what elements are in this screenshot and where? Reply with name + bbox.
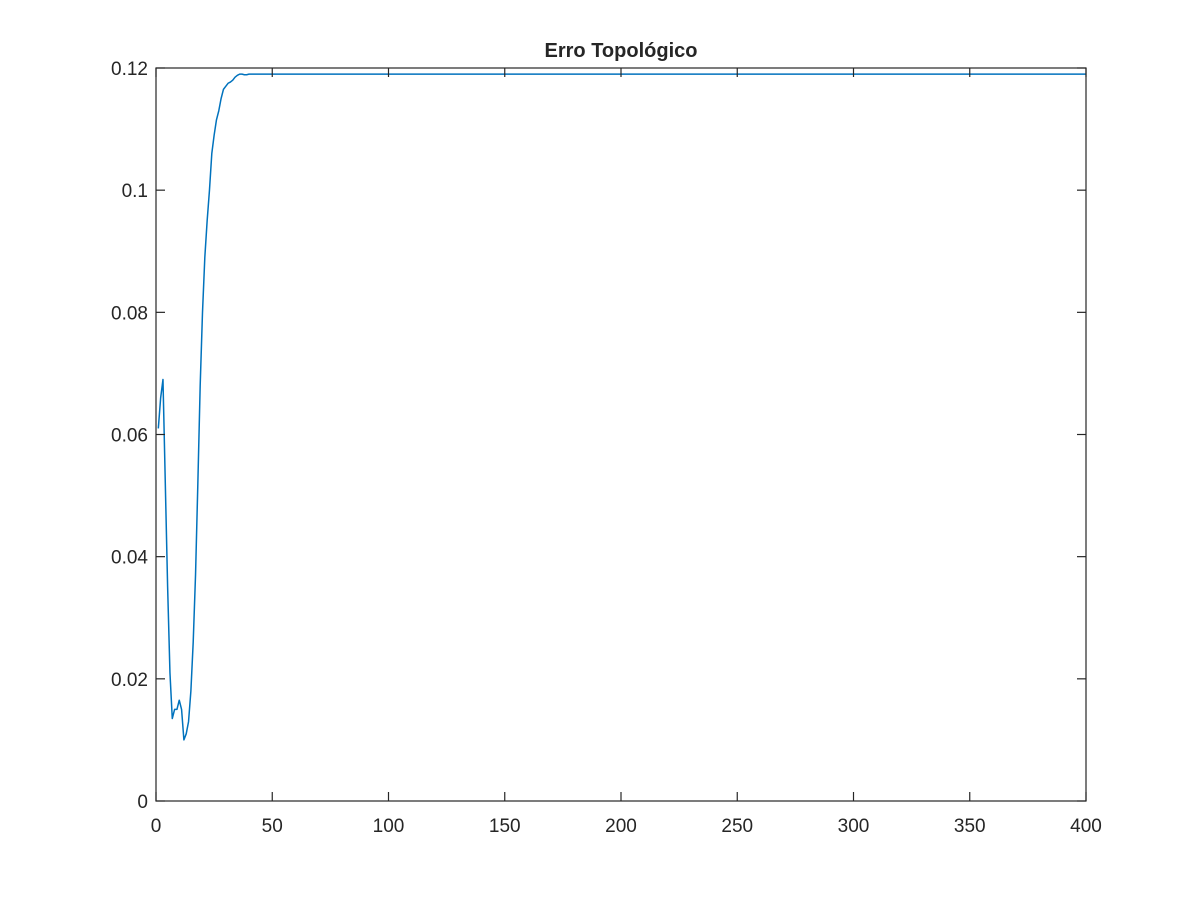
y-tick-label: 0.06 xyxy=(111,426,148,447)
y-tick-label: 0 xyxy=(137,792,148,813)
y-tick-label: 0.12 xyxy=(111,59,148,80)
plot-area xyxy=(156,68,1086,801)
x-tick-label: 250 xyxy=(721,816,753,837)
series-layer xyxy=(157,73,1086,741)
x-tick-label: 50 xyxy=(262,816,283,837)
chart-title: Erro Topológico xyxy=(545,40,698,62)
x-tick-labels: 0 50 100 150 200 250 300 350 400 xyxy=(151,816,1102,837)
y-tick-label: 0.02 xyxy=(111,670,148,691)
y-tick-label: 0.04 xyxy=(111,548,148,569)
x-tick-label: 0 xyxy=(151,816,162,837)
y-tick-labels: 0 0.02 0.04 0.06 0.08 0.1 0.12 xyxy=(111,59,148,813)
x-tick-label: 300 xyxy=(838,816,870,837)
x-tick-label: 200 xyxy=(605,816,637,837)
series-line-0 xyxy=(157,73,1086,741)
x-tick-label: 100 xyxy=(373,816,405,837)
y-tick-label: 0.08 xyxy=(111,303,148,324)
x-tick-label: 350 xyxy=(954,816,986,837)
axes-box xyxy=(155,67,1087,802)
x-tick-label: 150 xyxy=(489,816,521,837)
y-tick-label: 0.1 xyxy=(122,181,148,202)
x-tick-label: 400 xyxy=(1070,816,1102,837)
